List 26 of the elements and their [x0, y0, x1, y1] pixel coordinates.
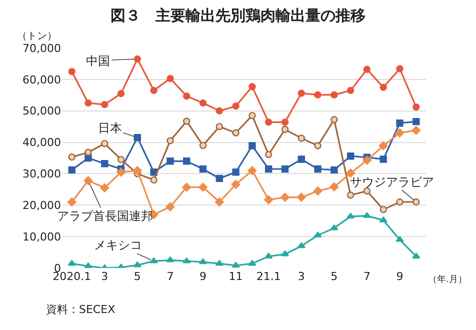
y-axis-title: （トン）: [17, 31, 57, 42]
series-label: 日本: [98, 121, 122, 135]
series-label: サウジアラビア: [350, 175, 434, 189]
chart-title: 図３ 主要輸出先別鶏肉輸出量の推移: [110, 6, 366, 24]
x-tick-label: 7: [166, 270, 174, 283]
series-label: メキシコ: [94, 238, 142, 252]
x-tick-label: 9: [396, 270, 404, 283]
x-tick-label: 5: [134, 270, 141, 283]
x-tick-label: 21.1: [256, 270, 281, 283]
x-tick-label: 3: [298, 270, 305, 283]
y-tick-label: 30,000: [22, 168, 61, 181]
x-tick-label: 5: [330, 270, 338, 283]
series-label: 中国: [86, 54, 110, 68]
y-tick-label: 50,000: [22, 104, 61, 118]
y-tick-label: 10,000: [22, 230, 61, 244]
x-axis-title: （年.月）: [428, 274, 467, 285]
x-tick-label: 9: [200, 270, 207, 283]
y-tick-label: 40,000: [22, 136, 61, 150]
x-tick-label: 7: [363, 270, 370, 283]
y-tick-label: 70,000: [22, 42, 61, 55]
y-tick-label: 20,000: [22, 198, 61, 212]
x-tick-label: 3: [101, 270, 108, 283]
y-tick-label: 60,000: [22, 73, 61, 86]
series-label: アラブ首長国連邦: [57, 209, 153, 223]
x-tick-label: 11: [228, 270, 243, 283]
text: 資料：SECEX: [46, 303, 116, 316]
